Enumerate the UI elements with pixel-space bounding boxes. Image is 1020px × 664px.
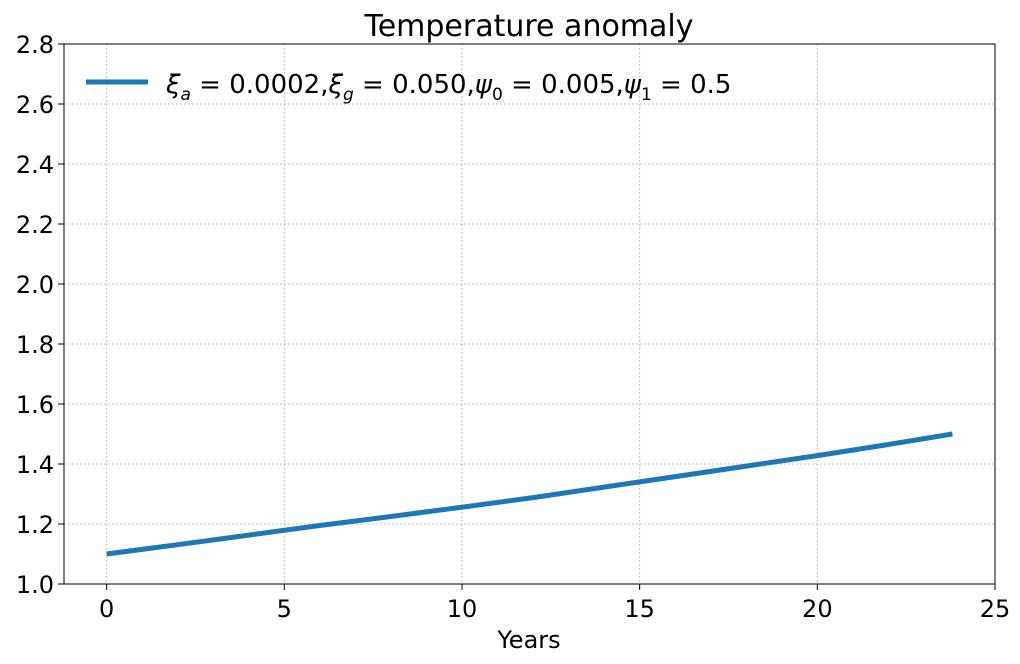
legend-symbol-psi-2: ψ (624, 70, 642, 100)
y-tick-label-4: 1.8 (16, 331, 54, 359)
legend-sub-a: a (181, 85, 191, 105)
x-tick-label-1: 5 (277, 595, 292, 623)
legend-sub-g: g (343, 85, 354, 105)
legend-value-2: = 0.050, (354, 70, 475, 100)
series-layer (106, 431, 953, 557)
y-tick-label-0: 1.0 (16, 571, 54, 599)
legend-entry-text: ξa = 0.0002,ξg = 0.050,ψ0 = 0.005,ψ1 = 0… (165, 70, 731, 105)
x-tick-label-2: 10 (447, 595, 478, 623)
x-tick-label-5: 25 (980, 595, 1011, 623)
x-axis-ticks: 0 5 10 15 20 25 (99, 584, 1010, 623)
x-tick-label-4: 20 (802, 595, 833, 623)
legend-value-4: = 0.5 (652, 70, 732, 100)
legend: ξa = 0.0002,ξg = 0.050,ψ0 = 0.005,ψ1 = 0… (86, 70, 731, 105)
x-axis-label: Years (496, 626, 560, 654)
y-tick-label-3: 1.6 (16, 391, 54, 419)
legend-value-3: = 0.005, (503, 70, 624, 100)
y-tick-label-8: 2.6 (16, 91, 54, 119)
chart-title: Temperature anomaly (363, 9, 693, 44)
plot-frame (63, 43, 996, 585)
legend-value-1: = 0.0002, (191, 70, 329, 100)
legend-sub-0: 0 (492, 85, 503, 105)
y-tick-label-7: 2.4 (16, 151, 54, 179)
legend-symbol-xi: ξ (165, 70, 181, 100)
y-tick-label-9: 2.8 (16, 31, 54, 59)
y-tick-label-1: 1.2 (16, 511, 54, 539)
y-axis-ticks: 1.0 1.2 1.4 1.6 1.8 2.0 2.2 2.4 2.6 2.8 (16, 31, 64, 599)
series-line-0 (106, 431, 953, 557)
legend-sub-1: 1 (641, 85, 652, 105)
x-tick-label-0: 0 (99, 595, 114, 623)
y-tick-label-6: 2.2 (16, 211, 54, 239)
y-tick-label-2: 1.4 (16, 451, 54, 479)
legend-symbol-psi: ψ (475, 70, 493, 100)
y-tick-label-5: 2.0 (16, 271, 54, 299)
legend-symbol-xi-2: ξ (327, 70, 343, 100)
x-tick-label-3: 15 (624, 595, 655, 623)
